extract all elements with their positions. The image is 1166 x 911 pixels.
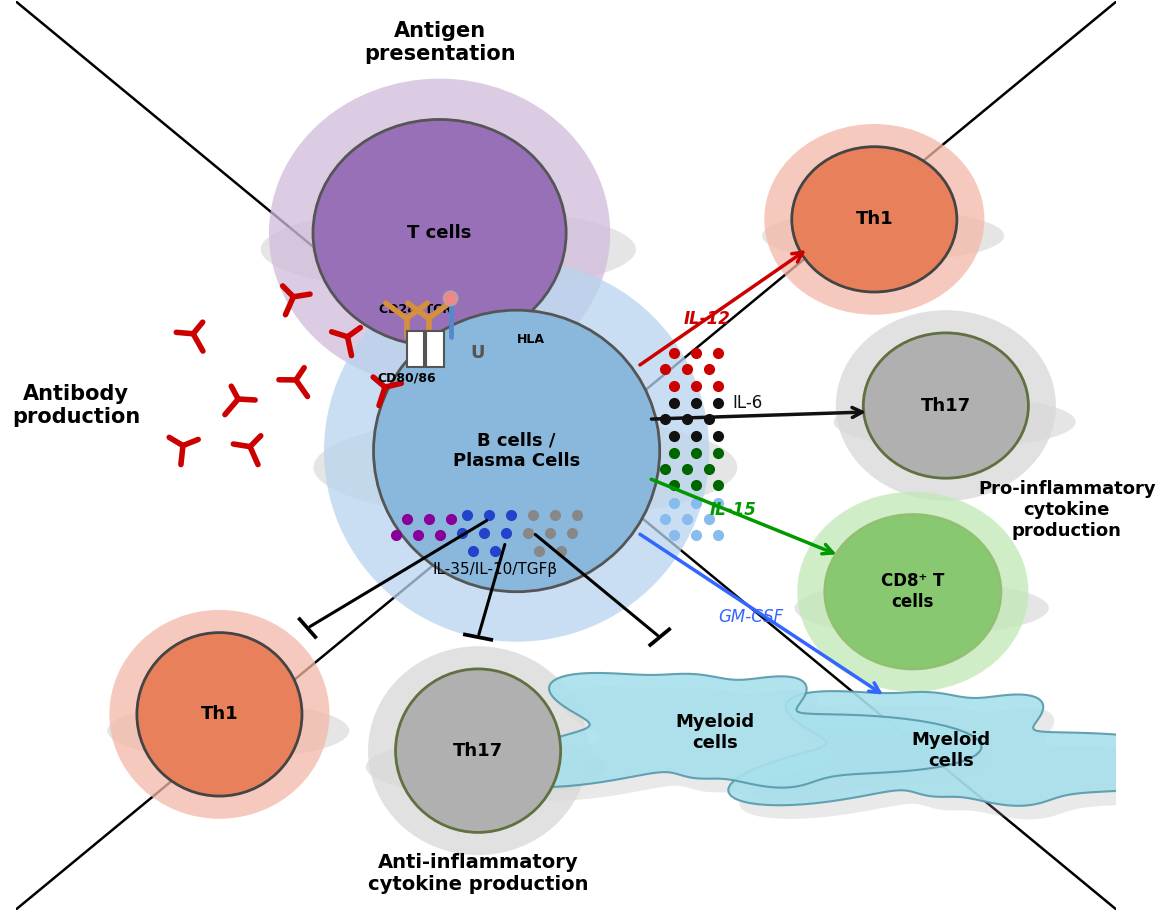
Ellipse shape [312,119,567,346]
Ellipse shape [443,292,458,306]
Ellipse shape [314,415,737,520]
Ellipse shape [794,580,1048,636]
Ellipse shape [798,492,1028,691]
Text: Myeloid
cells: Myeloid cells [675,713,754,752]
Text: Th17: Th17 [454,742,504,760]
Ellipse shape [836,310,1056,501]
Text: IL-35/IL-10/TGFβ: IL-35/IL-10/TGFβ [433,561,557,577]
Text: Th1: Th1 [201,705,238,723]
Text: U: U [471,343,485,362]
Text: HLA: HLA [517,333,545,346]
Ellipse shape [368,646,588,855]
Ellipse shape [136,632,302,796]
Text: T cells: T cells [407,224,472,242]
Ellipse shape [395,669,561,833]
Text: B cells /
Plasma Cells: B cells / Plasma Cells [452,432,581,470]
Ellipse shape [110,609,330,819]
Text: Anti-inflammatory
cytokine production: Anti-inflammatory cytokine production [367,853,589,894]
Ellipse shape [366,738,607,795]
FancyBboxPatch shape [407,331,424,367]
Text: Th1: Th1 [856,210,893,229]
Ellipse shape [763,210,1004,262]
Ellipse shape [834,395,1076,448]
Polygon shape [739,705,1166,820]
Text: CD80/86: CD80/86 [378,371,436,384]
Ellipse shape [824,515,1000,669]
Text: Myeloid
cells: Myeloid cells [912,732,991,770]
Ellipse shape [107,702,350,760]
Ellipse shape [863,333,1028,478]
Text: IL-15: IL-15 [710,501,757,519]
Ellipse shape [261,207,635,292]
Ellipse shape [792,147,957,292]
Ellipse shape [764,124,984,314]
FancyBboxPatch shape [427,331,444,367]
Polygon shape [729,691,1166,806]
Ellipse shape [324,261,709,641]
Text: Pro-inflammatory
cytokine
production: Pro-inflammatory cytokine production [978,480,1156,540]
Text: Antigen
presentation: Antigen presentation [364,21,515,64]
Polygon shape [492,673,982,788]
Text: CD8⁺ T
cells: CD8⁺ T cells [881,572,944,611]
Ellipse shape [373,310,660,592]
Text: Antibody
production: Antibody production [12,384,140,427]
Ellipse shape [269,78,610,387]
Text: Th17: Th17 [921,396,971,415]
Polygon shape [503,687,992,802]
Text: IL-6: IL-6 [732,394,763,412]
Text: GM-CSF: GM-CSF [718,609,784,626]
Text: IL-12: IL-12 [683,311,730,328]
Text: CD28  TCR: CD28 TCR [379,303,451,316]
